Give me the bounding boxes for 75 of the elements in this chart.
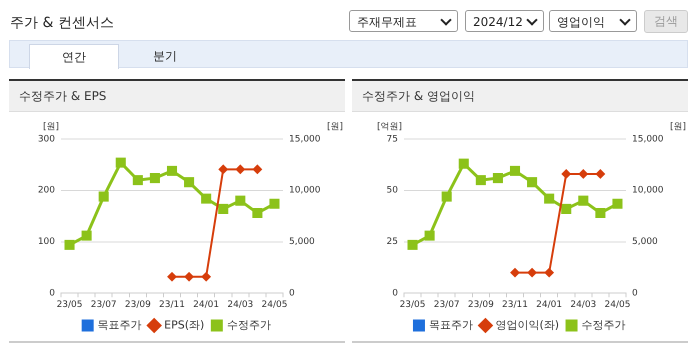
chart-title: 수정주가 & EPS	[9, 81, 345, 112]
y2-tick-label: 15,000	[632, 134, 664, 144]
point	[252, 208, 262, 218]
legend-label: 목표주가	[428, 318, 473, 332]
point	[612, 198, 622, 209]
text: 분기	[152, 48, 178, 65]
point	[492, 173, 503, 184]
point	[166, 166, 178, 176]
y-tick-label: 0	[49, 288, 56, 299]
y-tick-label: 100	[38, 237, 56, 248]
text: 연간	[29, 44, 119, 69]
y-tick-label: 50	[386, 186, 398, 196]
point	[458, 158, 469, 169]
y-axis-title: [원]	[42, 122, 59, 132]
x-tick-label: 23/09	[124, 300, 152, 310]
point	[132, 175, 143, 186]
x-tick-label: 24/03	[570, 300, 596, 310]
y2-tick-label: 5,000	[632, 237, 658, 248]
y-tick-label: 75	[386, 134, 398, 144]
legend-label: 수정주가	[582, 318, 626, 332]
legend-label: EPS(좌)	[164, 318, 204, 332]
x-tick-label: 23/11	[502, 300, 528, 310]
y2-axis-title: [원]	[670, 122, 686, 132]
point	[424, 230, 435, 241]
point	[544, 194, 554, 204]
point	[235, 196, 246, 206]
y2-axis-title: [원]	[326, 122, 344, 132]
x-tick-label: 23/05	[400, 300, 426, 310]
text: 주가 & 컨센서스	[10, 14, 114, 32]
x-tick-label: 24/03	[227, 300, 254, 310]
y-tick-label: 25	[386, 237, 398, 248]
legend-label: 영업이익(좌)	[495, 318, 560, 332]
x-tick-label: 24/01	[536, 300, 562, 310]
chart-title: 수정주가 & 영업이익	[352, 81, 688, 112]
y-tick-label: 300	[38, 134, 56, 144]
x-tick-label: 24/05	[261, 300, 288, 310]
point	[408, 240, 418, 250]
legend-label: 목표주가	[98, 318, 142, 332]
legend-label: 수정주가	[226, 318, 271, 332]
point	[561, 204, 572, 214]
point	[527, 177, 538, 188]
y-axis-title: [억원]	[376, 122, 402, 132]
x-tick-label: 23/11	[159, 300, 185, 310]
y2-tick-label: 10,000	[289, 186, 321, 196]
x-tick-label: 24/05	[604, 300, 630, 310]
point	[510, 166, 520, 176]
point	[150, 173, 160, 184]
x-tick-label: 23/05	[56, 300, 83, 310]
y2-tick-label: 15,000	[289, 134, 321, 144]
point	[442, 192, 452, 202]
point	[184, 177, 194, 188]
y-tick-label: 0	[392, 288, 398, 299]
y2-tick-label: 0	[289, 288, 295, 299]
text: 검색	[644, 10, 688, 33]
point	[476, 175, 486, 186]
x-tick-label: 23/07	[434, 300, 460, 310]
point	[269, 198, 280, 209]
y-tick-label: 200	[38, 186, 56, 196]
point	[116, 158, 126, 168]
y2-tick-label: 0	[632, 288, 638, 299]
text: 2024/12	[473, 15, 523, 29]
text: 영업이익	[557, 15, 605, 29]
point	[98, 192, 109, 202]
point	[218, 204, 228, 214]
point	[201, 194, 212, 204]
text: 주재무제표	[357, 15, 417, 29]
point	[64, 240, 75, 250]
point	[82, 230, 92, 241]
x-tick-label: 23/07	[90, 300, 117, 310]
x-tick-label: 24/01	[193, 300, 220, 310]
y2-tick-label: 5,000	[289, 237, 316, 248]
point	[578, 196, 588, 206]
point	[595, 208, 606, 218]
x-tick-label: 23/09	[468, 300, 494, 310]
y2-tick-label: 10,000	[632, 186, 664, 196]
